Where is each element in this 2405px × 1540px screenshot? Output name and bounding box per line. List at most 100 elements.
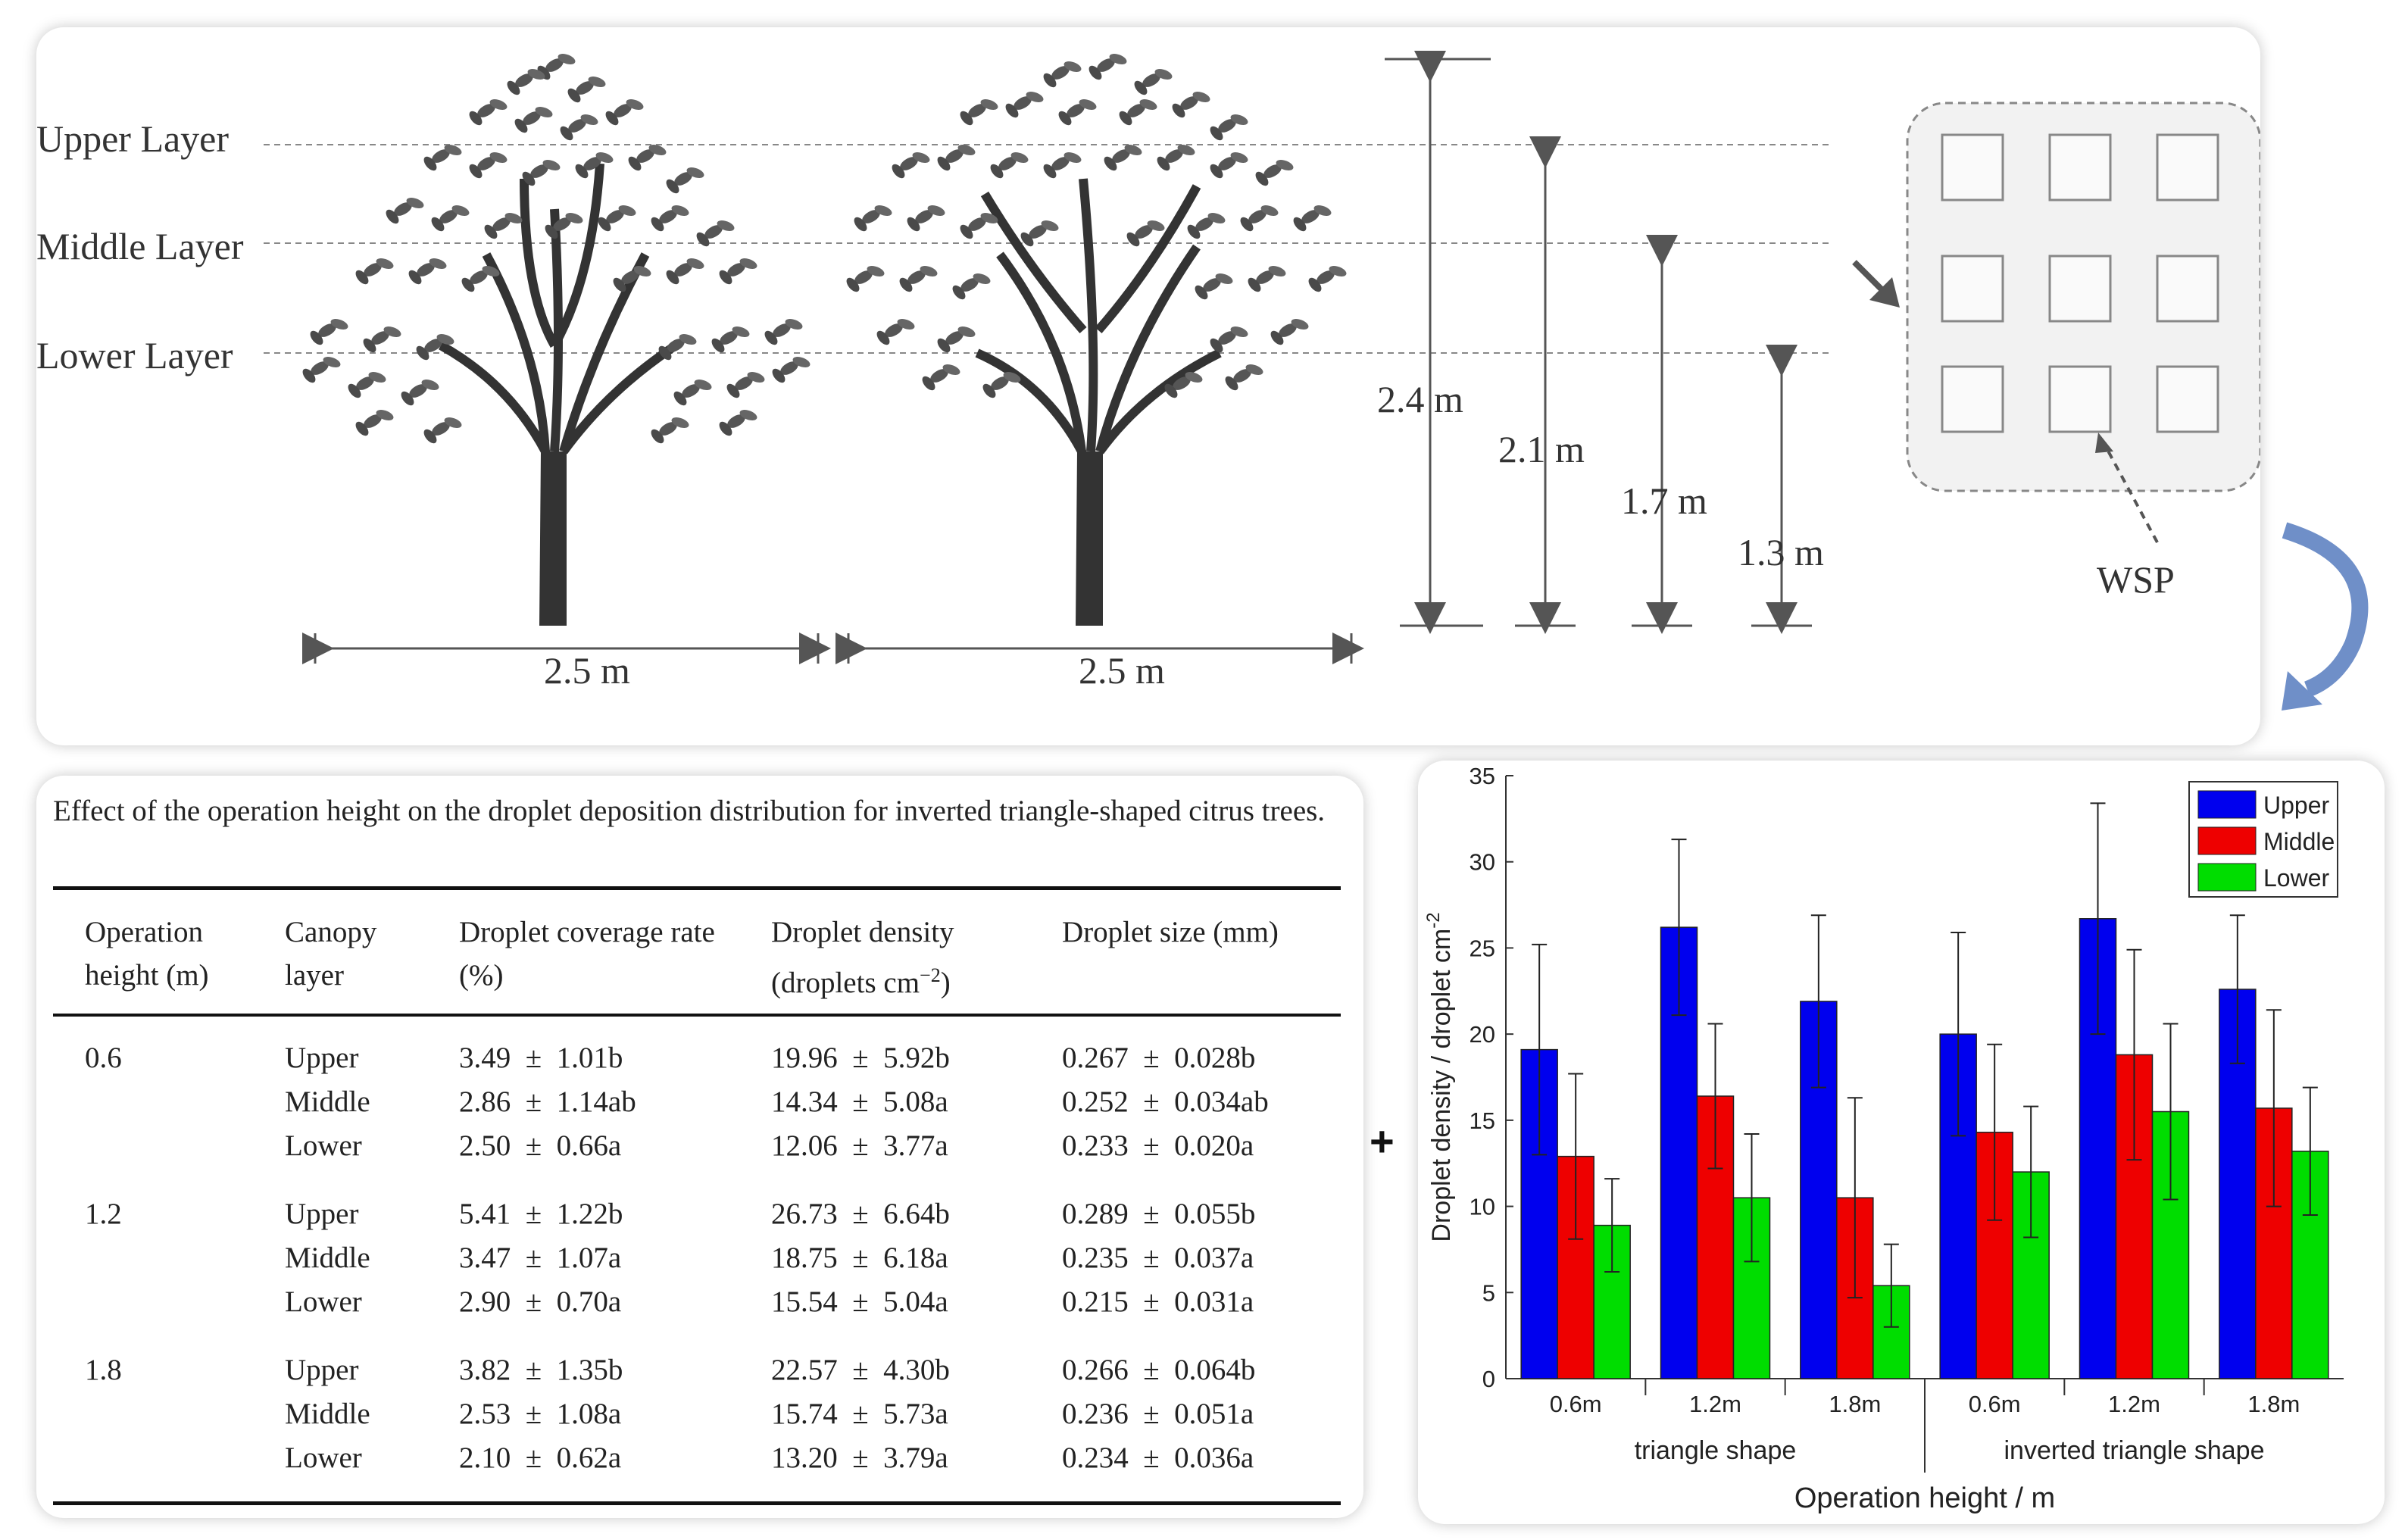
density-cell: 18.75 ± 6.18a [771, 1242, 948, 1274]
y-tick-label: 0 [1482, 1366, 1495, 1392]
canopy-layer-cell: Middle [285, 1398, 370, 1430]
x-tick-label: 0.6m [1550, 1391, 1602, 1417]
density-cell: 22.57 ± 4.30b [771, 1354, 950, 1386]
height-1-3-label: 1.3 m [1738, 531, 1824, 573]
tree-1 [300, 52, 812, 626]
operation-height-cell: 1.2 [85, 1198, 122, 1230]
density-cell: 13.20 ± 3.79a [771, 1442, 948, 1474]
size-cell: 0.266 ± 0.064b [1062, 1354, 1256, 1386]
wsp-card [2048, 365, 2112, 433]
header-droplet-size: Droplet size (mm) [1062, 916, 1279, 948]
size-cell: 0.267 ± 0.028b [1062, 1042, 1256, 1074]
coverage-cell: 5.41 ± 1.22b [459, 1198, 623, 1230]
x-tick-label: 0.6m [1969, 1391, 2021, 1417]
wsp-label: WSP [2097, 558, 2175, 601]
tree-2-width-dimension [836, 633, 1364, 664]
tree-diagram-panel: Upper Layer Middle Layer Lower Layer 2.5… [36, 27, 2260, 745]
y-tick-label: 5 [1482, 1279, 1495, 1306]
operation-height-cell: 0.6 [85, 1042, 122, 1074]
coverage-cell: 2.86 ± 1.14ab [459, 1085, 636, 1118]
canopy-layer-cell: Lower [285, 1129, 362, 1162]
legend-swatch-middle [2197, 826, 2257, 855]
header-droplet-density: Droplet density (droplets cm−2) [771, 916, 954, 999]
coverage-cell: 3.82 ± 1.35b [459, 1354, 623, 1386]
header-coverage-rate: Droplet coverage rate (%) [459, 916, 715, 992]
pointer-arrowhead [1869, 277, 1900, 308]
wsp-card [2156, 255, 2219, 323]
curved-arrow-icon [2282, 522, 2369, 711]
wsp-card [1941, 133, 2004, 201]
canopy-layer-cell: Lower [285, 1285, 362, 1318]
size-cell: 0.252 ± 0.034ab [1062, 1085, 1269, 1118]
size-cell: 0.235 ± 0.037a [1062, 1242, 1254, 1274]
wsp-card [2048, 133, 2112, 201]
size-cell: 0.233 ± 0.020a [1062, 1129, 1254, 1162]
tree-2 [844, 52, 1348, 626]
table-panel: Effect of the operation height on the dr… [36, 776, 1363, 1518]
wsp-pointer-line [2103, 443, 2159, 543]
height-2-4-label: 2.4 m [1377, 378, 1463, 420]
table-header-rule [53, 1014, 1341, 1017]
y-axis-label: Droplet density / droplet cm-2 [1423, 912, 1456, 1242]
height-2-1-label: 2.1 m [1498, 428, 1585, 470]
size-cell: 0.234 ± 0.036a [1062, 1442, 1254, 1474]
wsp-card [2156, 365, 2219, 433]
wsp-card [2048, 255, 2112, 323]
canopy-layer-cell: Upper [285, 1354, 359, 1386]
table-top-rule [53, 886, 1341, 890]
density-cell: 26.73 ± 6.64b [771, 1198, 950, 1230]
density-cell: 14.34 ± 5.08a [771, 1085, 948, 1118]
table-caption: Effect of the operation height on the dr… [53, 795, 1326, 827]
canopy-layer-cell: Lower [285, 1442, 362, 1474]
lower-layer-label: Lower Layer [36, 334, 233, 376]
tree-diagram-svg [264, 51, 2260, 664]
legend-label-lower: Lower [2263, 864, 2330, 892]
y-tick-label: 20 [1470, 1021, 1495, 1048]
tree-1-width-dimension [302, 633, 831, 664]
legend-label-upper: Upper [2263, 792, 2330, 819]
coverage-cell: 2.50 ± 0.66a [459, 1129, 622, 1162]
size-cell: 0.289 ± 0.055b [1062, 1198, 1256, 1230]
plus-sign: + [1370, 1117, 1395, 1165]
coverage-cell: 3.49 ± 1.01b [459, 1042, 623, 1074]
coverage-cell: 2.10 ± 0.62a [459, 1442, 622, 1474]
x-tick-label: 1.2m [2108, 1391, 2160, 1417]
canopy-layer-cell: Middle [285, 1242, 370, 1274]
wsp-card [1941, 255, 2004, 323]
height-dimensions [1385, 51, 1812, 634]
y-tick-label: 25 [1470, 935, 1495, 961]
x-tick-label: 1.2m [1689, 1391, 1741, 1417]
tree-1-width-label: 2.5 m [544, 649, 630, 692]
legend-swatch-lower [2197, 863, 2257, 892]
coverage-cell: 2.53 ± 1.08a [459, 1398, 622, 1430]
header-operation-height: Operation height (m) [85, 916, 209, 992]
y-tick-label: 10 [1470, 1194, 1495, 1220]
wsp-card [1941, 365, 2004, 433]
chart-panel: 0 5 10 15 20 25 30 35 0.6m 1.2m 1.8m 0.6m 1.2m 1.8m tr… [1418, 761, 2385, 1524]
x-tick-label: 1.8m [1829, 1391, 1881, 1417]
y-tick-label: 35 [1470, 763, 1495, 789]
y-tick-label: 30 [1470, 849, 1495, 876]
wsp-card [2156, 133, 2219, 201]
height-1-7-label: 1.7 m [1621, 479, 1707, 522]
canopy-layer-cell: Upper [285, 1198, 359, 1230]
group-label-triangle: triangle shape [1635, 1436, 1797, 1465]
canopy-layer-cell: Upper [285, 1042, 359, 1074]
upper-layer-label: Upper Layer [36, 117, 230, 160]
legend-swatch-upper [2197, 790, 2257, 819]
x-tick-label: 1.8m [2247, 1391, 2300, 1417]
droplet-density-chart: 0 5 10 15 20 25 30 35 0.6m 1.2m 1.8m 0.6m 1.2m 1.8m tr… [1423, 763, 2344, 1514]
header-canopy-layer: Canopy layer [285, 916, 377, 992]
wsp-card-panel [1906, 102, 2260, 543]
density-cell: 19.96 ± 5.92b [771, 1042, 950, 1074]
size-cell: 0.215 ± 0.031a [1062, 1285, 1254, 1318]
table-bottom-rule [53, 1501, 1341, 1505]
coverage-cell: 2.90 ± 0.70a [459, 1285, 622, 1318]
operation-height-cell: 1.8 [85, 1354, 122, 1386]
coverage-cell: 3.47 ± 1.07a [459, 1242, 622, 1274]
density-cell: 12.06 ± 3.77a [771, 1129, 948, 1162]
group-label-inverted-triangle: inverted triangle shape [2004, 1436, 2264, 1465]
tree-2-width-label: 2.5 m [1079, 649, 1165, 692]
density-cell: 15.54 ± 5.04a [771, 1285, 948, 1318]
legend-label-middle: Middle [2263, 828, 2335, 855]
